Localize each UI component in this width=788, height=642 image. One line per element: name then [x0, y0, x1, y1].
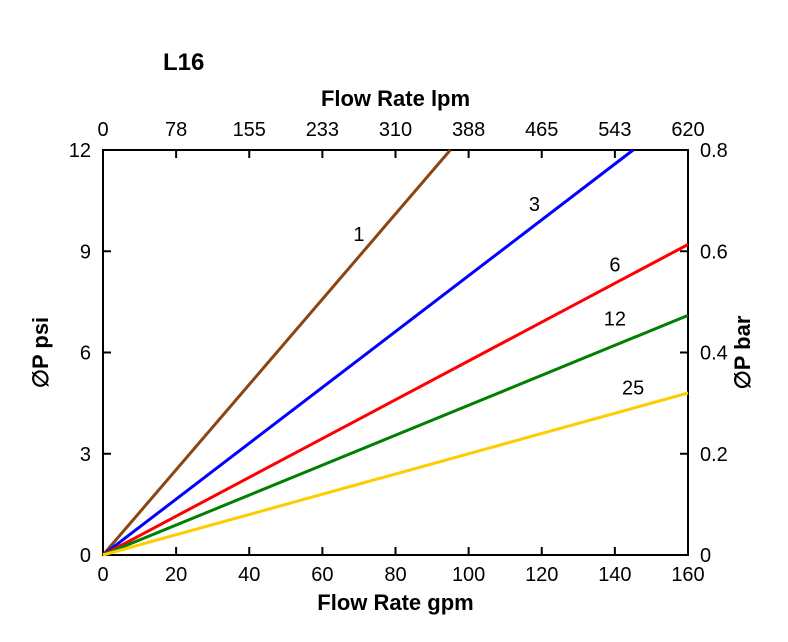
series-label: 1 — [353, 224, 364, 246]
y-right-tick-label: 0.4 — [700, 343, 728, 365]
chart-container: 020406080100120140160Flow Rate gpm078155… — [0, 0, 788, 642]
x-bottom-tick-label: 40 — [238, 564, 260, 586]
series-line — [103, 150, 450, 555]
x-bottom-tick-label: 0 — [97, 564, 108, 586]
y-left-tick-label: 6 — [80, 343, 91, 365]
y-left-tick-label: 3 — [80, 444, 91, 466]
y-right-title: ∅P bar — [730, 315, 755, 389]
series-label: 3 — [529, 194, 540, 216]
series-line — [103, 245, 688, 556]
x-top-tick-label: 465 — [525, 119, 558, 141]
series-line — [103, 150, 633, 555]
x-top-tick-label: 543 — [598, 119, 631, 141]
x-bottom-tick-label: 100 — [452, 564, 485, 586]
x-top-tick-label: 310 — [379, 119, 412, 141]
y-left-tick-label: 9 — [80, 241, 91, 263]
series-label: 6 — [609, 255, 620, 277]
chart-title: L16 — [163, 49, 204, 76]
x-top-title: Flow Rate lpm — [321, 86, 470, 111]
line-chart: 020406080100120140160Flow Rate gpm078155… — [0, 0, 788, 642]
x-bottom-tick-label: 20 — [165, 564, 187, 586]
series-line — [103, 393, 688, 555]
x-bottom-tick-label: 80 — [384, 564, 406, 586]
x-top-tick-label: 155 — [233, 119, 266, 141]
x-top-tick-label: 233 — [306, 119, 339, 141]
y-left-tick-label: 0 — [80, 545, 91, 567]
x-bottom-title: Flow Rate gpm — [317, 590, 473, 615]
x-bottom-tick-label: 120 — [525, 564, 558, 586]
y-right-tick-label: 0.8 — [700, 140, 728, 162]
y-right-tick-label: 0.6 — [700, 241, 728, 263]
x-top-tick-label: 0 — [97, 119, 108, 141]
x-top-tick-label: 620 — [671, 119, 704, 141]
series-label: 25 — [622, 378, 644, 400]
y-right-tick-label: 0 — [700, 545, 711, 567]
x-bottom-tick-label: 160 — [671, 564, 704, 586]
x-top-tick-label: 78 — [165, 119, 187, 141]
x-bottom-tick-label: 60 — [311, 564, 333, 586]
series-label: 12 — [604, 309, 626, 331]
x-top-tick-label: 388 — [452, 119, 485, 141]
x-bottom-tick-label: 140 — [598, 564, 631, 586]
y-left-tick-label: 12 — [69, 140, 91, 162]
y-right-tick-label: 0.2 — [700, 444, 728, 466]
y-left-title: ∅P psi — [28, 317, 53, 388]
series-line — [103, 315, 688, 555]
